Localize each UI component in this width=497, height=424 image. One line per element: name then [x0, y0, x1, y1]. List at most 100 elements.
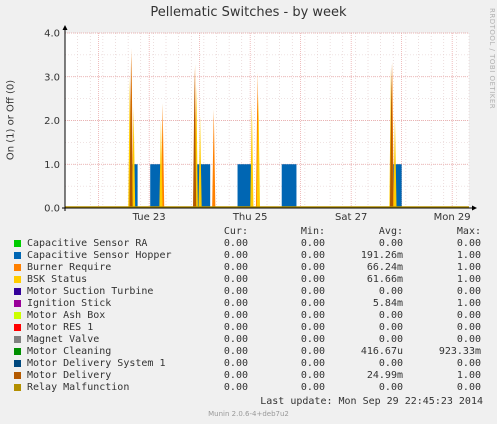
- series-spike: [389, 63, 394, 208]
- legend-swatch: [14, 312, 21, 319]
- legend-row: Relay Malfunction 0.00 0.00 0.00 0.00: [0, 382, 497, 394]
- legend-row: Ignition Stick 0.00 0.00 5.84m 1.00: [0, 298, 497, 310]
- legend-value-avg: 61.66m: [366, 274, 403, 285]
- legend-value-max: 0.00: [456, 286, 481, 297]
- legend-value-cur: 0.00: [223, 250, 248, 261]
- legend-swatch: [14, 300, 21, 307]
- series-spike: [393, 116, 397, 208]
- legend-value-avg: 0.00: [378, 322, 403, 333]
- legend-swatch: [14, 372, 21, 379]
- legend-value-min: 0.00: [300, 238, 325, 249]
- legend-value-max: 0.00: [456, 238, 481, 249]
- legend-swatch: [14, 264, 21, 271]
- legend-header-avg: Avg:: [378, 226, 403, 237]
- legend-value-min: 0.00: [300, 322, 325, 333]
- legend-series-name: Motor RES 1: [27, 322, 94, 333]
- legend-row: BSK Status 0.00 0.00 61.66m 1.00: [0, 274, 497, 286]
- legend-header-max: Max:: [456, 226, 481, 237]
- series-spike: [131, 107, 136, 208]
- legend-value-avg: 191.26m: [360, 250, 403, 261]
- legend-value-cur: 0.00: [223, 346, 248, 357]
- legend-value-max: 0.00: [456, 358, 481, 369]
- rrdtool-watermark: RRDTOOL / TOBI OETIKER: [488, 8, 496, 110]
- legend-value-cur: 0.00: [223, 322, 248, 333]
- legend-value-max: 1.00: [456, 370, 481, 381]
- legend-swatch: [14, 348, 21, 355]
- legend-value-max: 1.00: [456, 298, 481, 309]
- legend-value-min: 0.00: [300, 262, 325, 273]
- legend-row: Capacitive Sensor Hopper 0.00 0.00 191.26m 1…: [0, 250, 497, 262]
- series-block: [194, 164, 211, 208]
- legend-header: Cur: Min: Avg: Max:: [0, 226, 497, 238]
- legend-value-max: 923.33m: [438, 346, 481, 357]
- legend-row: Magnet Valve 0.00 0.00 0.00 0.00: [0, 334, 497, 346]
- legend-series-name: Motor Delivery: [27, 370, 112, 381]
- x-tick-label: Sat 27: [335, 212, 367, 223]
- y-tick-label: 4.0: [44, 29, 60, 40]
- legend-swatch: [14, 336, 21, 343]
- series-block: [281, 164, 297, 208]
- legend-swatch: [14, 288, 21, 295]
- legend-row: Capacitive Sensor RA 0.00 0.00 0.00 0.00: [0, 238, 497, 250]
- legend-value-cur: 0.00: [223, 310, 248, 321]
- legend-value-cur: 0.00: [223, 286, 248, 297]
- legend-row: Motor Delivery System 1 0.00 0.00 0.00 0.00: [0, 358, 497, 370]
- legend-swatch: [14, 384, 21, 391]
- legend-value-cur: 0.00: [223, 298, 248, 309]
- legend-row: Motor Delivery 0.00 0.00 24.99m 1.00: [0, 370, 497, 382]
- series-spike: [198, 116, 202, 208]
- legend-header-cur: Cur:: [223, 226, 248, 237]
- legend-series-name: Motor Ash Box: [27, 310, 106, 321]
- legend-value-cur: 0.00: [223, 358, 248, 369]
- legend-series-name: Motor Delivery System 1: [27, 358, 166, 369]
- legend-value-min: 0.00: [300, 382, 325, 393]
- series-spike: [159, 120, 163, 208]
- legend-value-avg: 66.24m: [366, 262, 403, 273]
- legend-value-min: 0.00: [300, 298, 325, 309]
- legend-value-avg: 0.00: [378, 286, 403, 297]
- legend-value-max: 0.00: [456, 382, 481, 393]
- munin-version: Munin 2.0.6-4+deb7u2: [208, 410, 289, 418]
- legend-value-min: 0.00: [300, 370, 325, 381]
- legend: Cur: Min: Avg: Max: Capacitive Sensor RA…: [0, 226, 497, 394]
- legend-row: Motor Cleaning 0.00 0.00 416.67u 923.33m: [0, 346, 497, 358]
- y-tick-label: 2.0: [44, 116, 60, 127]
- series-spike: [256, 94, 260, 208]
- legend-value-cur: 0.00: [223, 274, 248, 285]
- y-axis-arrow: [62, 25, 68, 30]
- legend-value-max: 0.00: [456, 322, 481, 333]
- legend-value-cur: 0.00: [223, 238, 248, 249]
- legend-value-min: 0.00: [300, 310, 325, 321]
- series-spike: [193, 68, 197, 208]
- legend-swatch: [14, 276, 21, 283]
- legend-row: Motor Ash Box 0.00 0.00 0.00 0.00: [0, 310, 497, 322]
- legend-value-max: 1.00: [456, 250, 481, 261]
- legend-series-name: Capacitive Sensor RA: [27, 238, 148, 249]
- series-block: [237, 164, 253, 208]
- legend-series-name: Relay Malfunction: [27, 382, 130, 393]
- last-update: Last update: Mon Sep 29 22:45:23 2014: [260, 396, 483, 407]
- legend-series-name: Ignition Stick: [27, 298, 112, 309]
- legend-value-cur: 0.00: [223, 370, 248, 381]
- x-tick-label: Thu 25: [232, 212, 268, 223]
- legend-value-max: 1.00: [456, 274, 481, 285]
- series-spike: [212, 109, 216, 208]
- legend-rows: Capacitive Sensor RA 0.00 0.00 0.00 0.00 Capa…: [0, 238, 497, 394]
- legend-value-min: 0.00: [300, 358, 325, 369]
- legend-swatch: [14, 324, 21, 331]
- legend-row: Motor Suction Turbine 0.00 0.00 0.00 0.00: [0, 286, 497, 298]
- legend-value-avg: 24.99m: [366, 370, 403, 381]
- series-spike: [250, 103, 254, 208]
- series-block: [393, 164, 402, 208]
- legend-series-name: Magnet Valve: [27, 334, 100, 345]
- legend-value-cur: 0.00: [223, 382, 248, 393]
- legend-series-name: Capacitive Sensor Hopper: [27, 250, 172, 261]
- y-tick-label: 1.0: [44, 160, 60, 171]
- series-spike: [129, 54, 133, 208]
- legend-value-cur: 0.00: [223, 334, 248, 345]
- legend-swatch: [14, 360, 21, 367]
- x-axis-arrow: [472, 205, 477, 211]
- legend-value-avg: 0.00: [378, 238, 403, 249]
- legend-value-avg: 0.00: [378, 382, 403, 393]
